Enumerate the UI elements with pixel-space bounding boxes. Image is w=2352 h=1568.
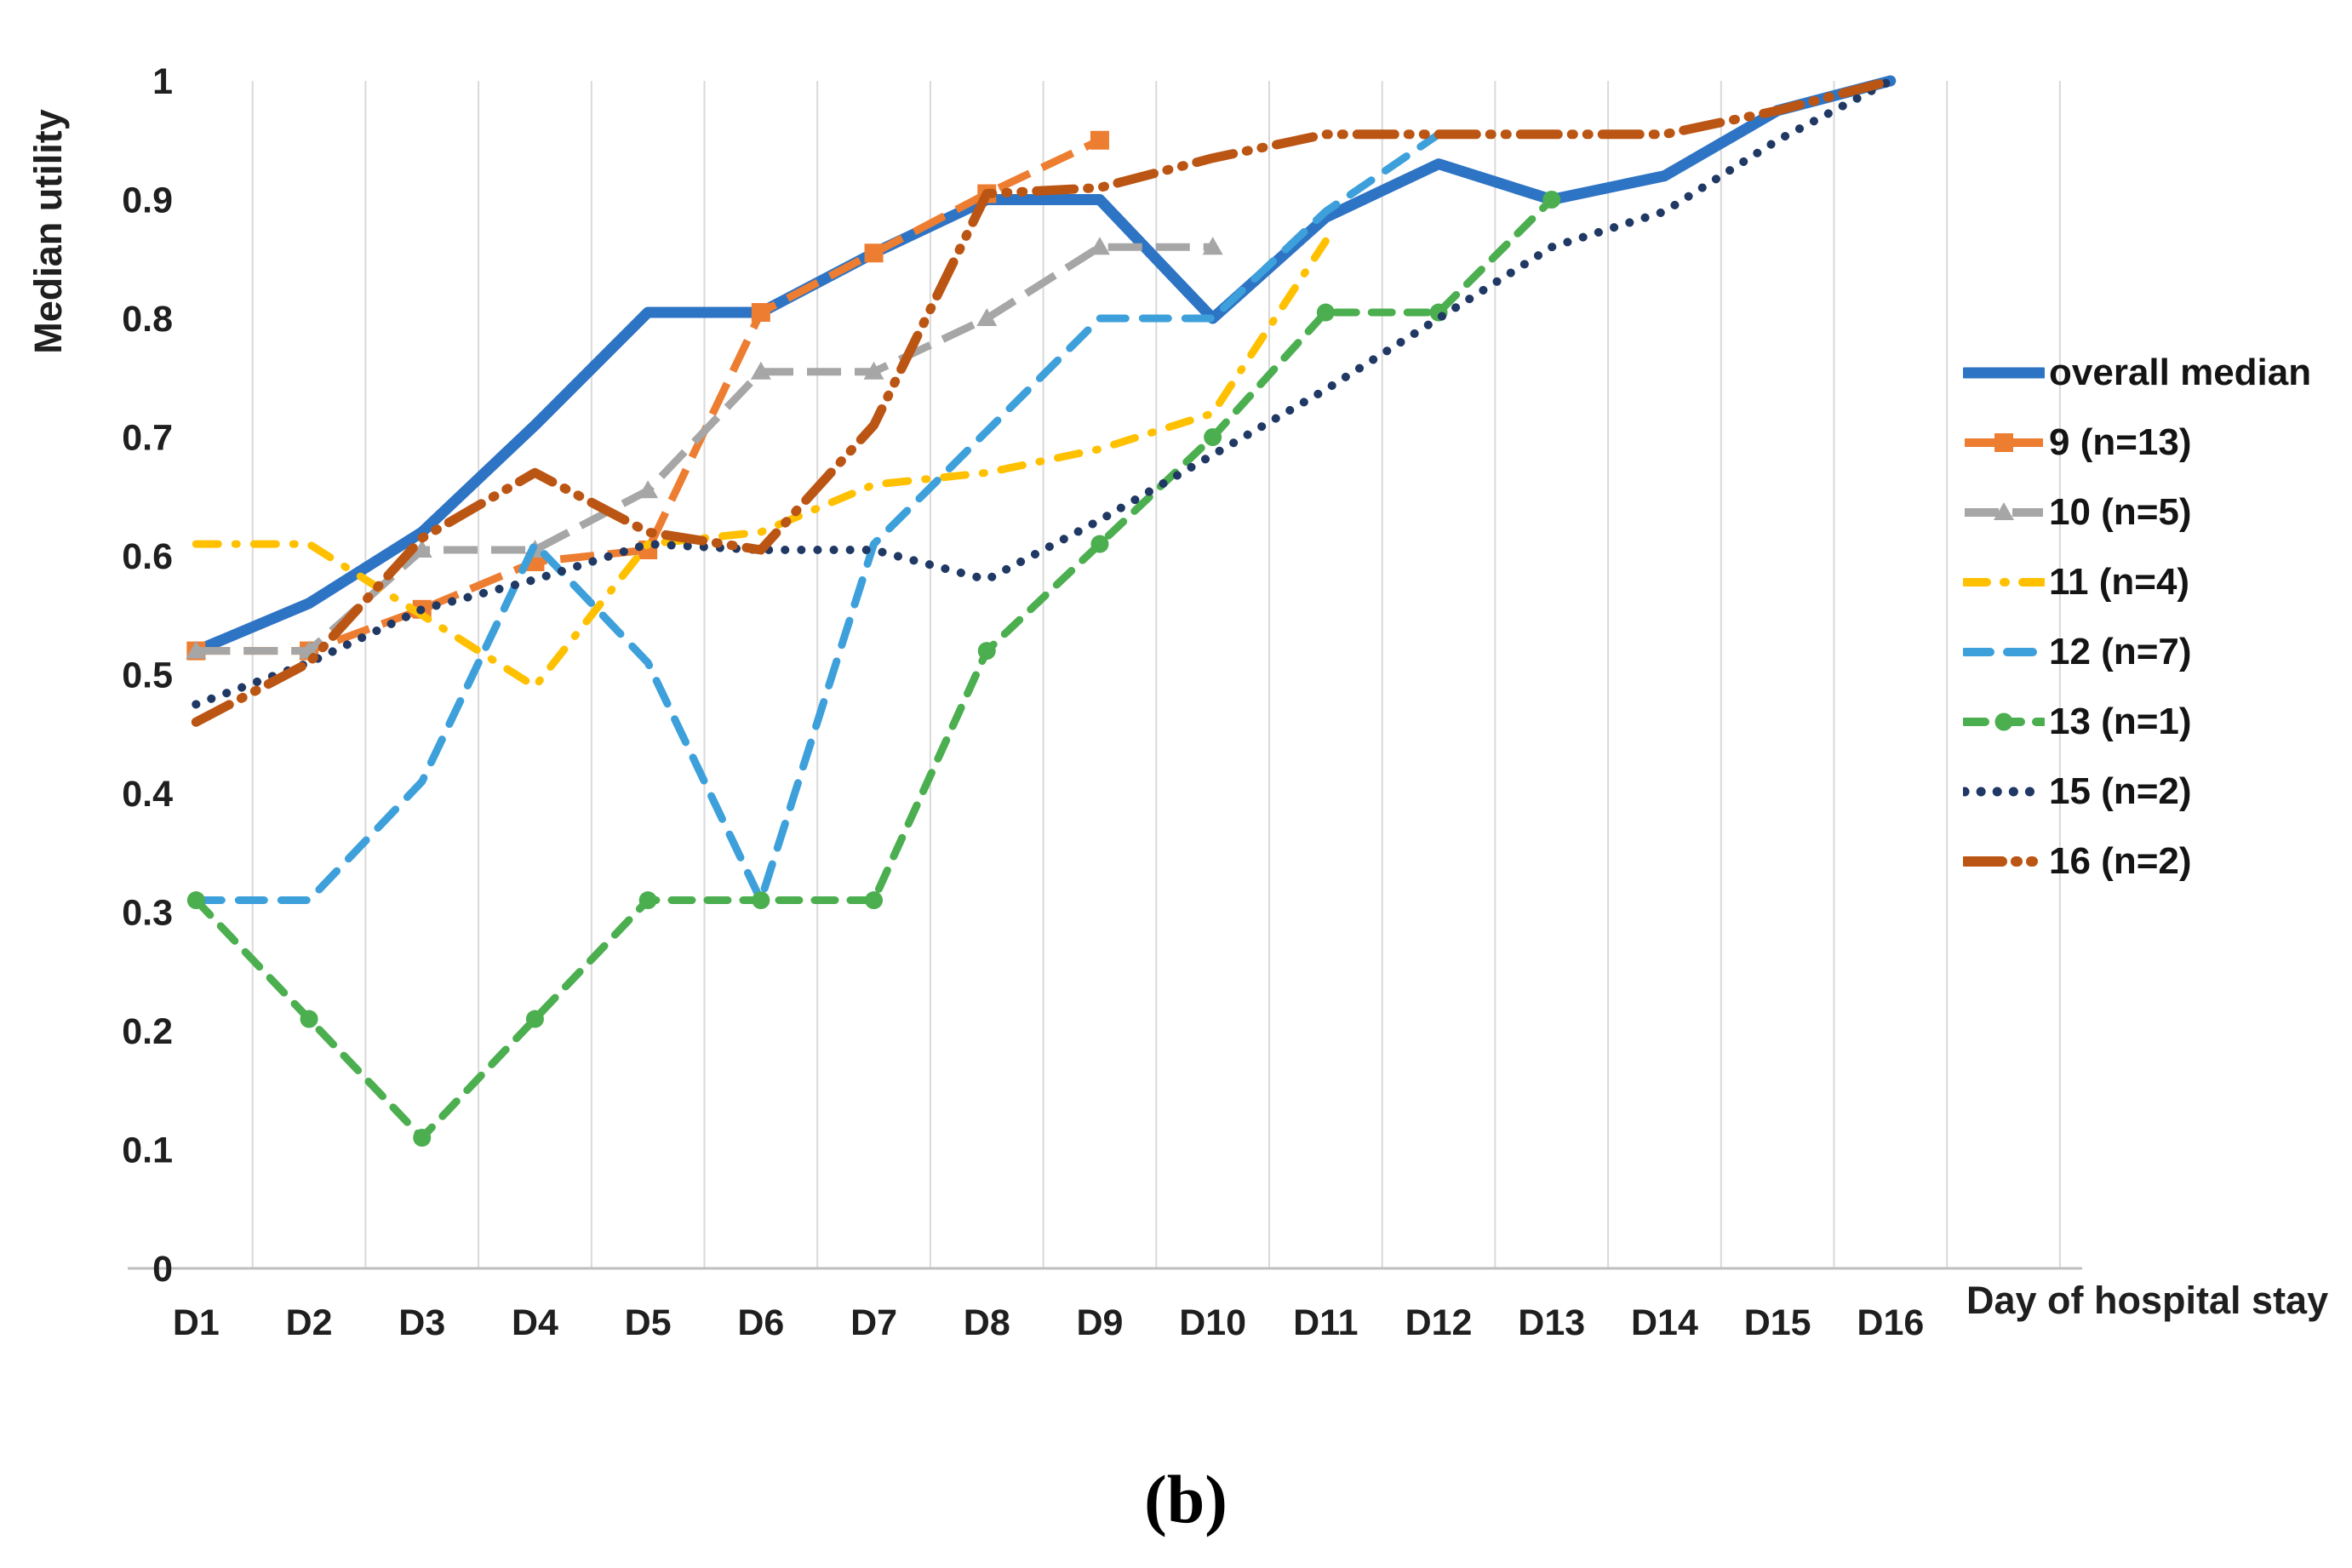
legend-label: 16 (n=2) [2049,840,2192,882]
circle-marker-13-n-1 [752,891,770,910]
x-tick-label-d14: D14 [1631,1302,1698,1343]
x-tick-label-d12: D12 [1405,1302,1473,1343]
triangle-marker-10-n-5 [1089,237,1110,255]
circle-marker-13-n-1 [413,1129,432,1147]
circle-marker-13-n-1 [186,891,205,910]
circle-marker-13-n-1 [525,1010,544,1028]
y-tick-label: 0.6 [122,536,173,577]
legend-item-10-n-5: 10 (n=5) [1963,478,2311,547]
y-tick-label: 0.2 [122,1011,173,1052]
y-tick-label: 0.3 [122,893,173,934]
legend-label: overall median [2049,352,2312,393]
legend-label: 9 (n=13) [2049,421,2192,463]
y-tick-label: 0.7 [122,418,173,459]
triangle-marker-10-n-5 [411,540,432,558]
series-line-10-n-5 [196,243,1213,655]
series-line-overall-median [190,75,1897,657]
x-tick-label-d4: D4 [512,1302,558,1343]
x-tick-label-d3: D3 [398,1302,445,1343]
legend-label: 12 (n=7) [2049,631,2192,672]
series-line-11-n-4 [192,237,1330,690]
x-tick-label-d6: D6 [737,1302,784,1343]
triangle-marker-10-n-5 [1202,237,1223,255]
x-tick-label-d7: D7 [850,1302,897,1343]
legend-item-15-n-2: 15 (n=2) [1963,757,2311,827]
legend-line-sample [1965,502,2043,520]
circle-marker-13-n-1 [977,642,996,661]
y-tick-label: 0.8 [122,299,173,340]
y-tick-label: 0.5 [122,655,173,696]
legend-line-sample [1963,856,2045,867]
x-tick-label-d10: D10 [1179,1302,1246,1343]
legend-line-sample [1963,787,2045,797]
legend-marker-9-n-13 [1994,433,2013,452]
legend-item-13-n-1: 13 (n=1) [1963,687,2311,757]
legend-line-sample [1963,648,2045,656]
y-tick-label: 0.1 [122,1130,173,1171]
legend-line-sample [1965,433,2043,452]
legend-marker-13-n-1 [1994,712,2013,731]
x-tick-label-d8: D8 [964,1302,1010,1343]
y-tick-label: 0 [152,1249,173,1290]
legend-item-9-n-13: 9 (n=13) [1963,408,2311,478]
legend-line-sample [1963,712,2045,731]
y-tick-label: 0.9 [122,180,173,221]
legend-item-overall-median: overall median [1963,338,2311,408]
series-line-16-n-2 [191,76,1896,727]
legend-item-16-n-2: 16 (n=2) [1963,827,2311,896]
circle-marker-13-n-1 [865,891,884,910]
circle-marker-13-n-1 [1204,428,1222,446]
figure-caption: (b) [1144,1462,1228,1538]
x-tick-label-d15: D15 [1744,1302,1811,1343]
x-tick-label-d1: D1 [173,1302,220,1343]
circle-marker-13-n-1 [638,891,657,910]
x-axis-title: Day of hospital stay [1966,1279,2329,1322]
square-marker-9-n-13 [864,243,884,263]
circle-marker-13-n-1 [1316,303,1335,322]
x-tick-label-d16: D16 [1857,1302,1924,1343]
legend-item-11-n-4: 11 (n=4) [1963,547,2311,617]
legend-label: 13 (n=1) [2049,701,2192,742]
series-line-9-n-13 [196,136,1102,655]
triangle-marker-10-n-5 [638,480,659,499]
x-tick-label-d9: D9 [1076,1302,1123,1343]
y-tick-label: 0.4 [122,774,173,815]
series-line-13-n-1 [192,196,1556,1142]
legend-label: 10 (n=5) [2049,491,2192,533]
triangle-marker-10-n-5 [976,308,998,326]
y-tick-label: 1 [152,61,173,102]
legend-label: 15 (n=2) [2049,770,2192,812]
x-tick-label-d5: D5 [625,1302,672,1343]
legend-item-12-n-7: 12 (n=7) [1963,617,2311,687]
triangle-marker-10-n-5 [186,640,207,659]
legend: overall median 9 (n=13) 10 (n=5) 11 (n=4) 12… [1963,338,2311,896]
x-tick-label-d11: D11 [1293,1302,1359,1343]
square-marker-9-n-13 [1090,130,1109,150]
x-tick-label-d2: D2 [286,1302,333,1343]
legend-label: 11 (n=4) [2049,561,2190,603]
triangle-marker-10-n-5 [750,361,771,380]
x-tick-label-d13: D13 [1518,1302,1585,1343]
legend-line-sample [1963,367,2045,379]
circle-marker-13-n-1 [1542,191,1561,209]
y-axis-title: Median utility [26,109,70,354]
series-line-12-n-7 [192,130,1443,904]
triangle-marker-10-n-5 [863,361,884,380]
legend-marker-10-n-5 [1994,502,2014,520]
square-marker-9-n-13 [751,303,770,323]
legend-line-sample [1963,578,2045,587]
circle-marker-13-n-1 [300,1010,318,1028]
circle-marker-13-n-1 [1090,535,1109,553]
